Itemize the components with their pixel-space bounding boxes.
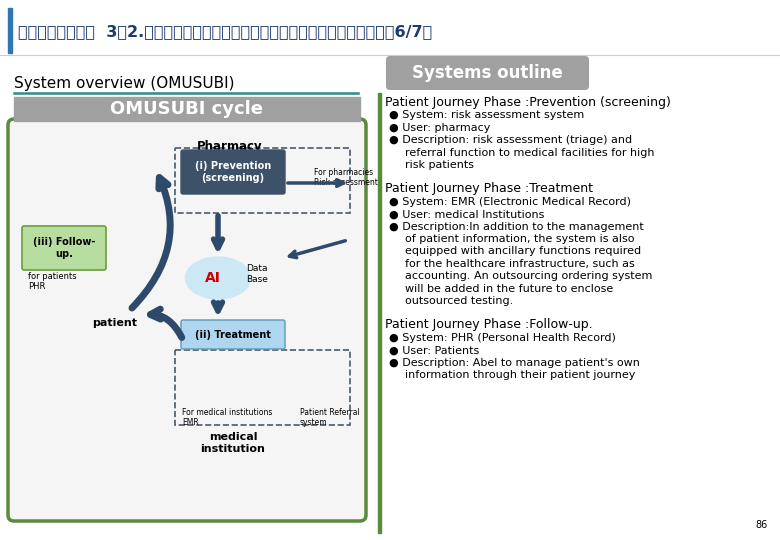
Text: ● Description: Abel to manage patient's own: ● Description: Abel to manage patient's … xyxy=(389,357,640,368)
Text: equipped with ancillary functions required: equipped with ancillary functions requir… xyxy=(405,246,641,256)
Text: medical
institution: medical institution xyxy=(200,432,265,454)
FancyBboxPatch shape xyxy=(22,226,106,270)
FancyBboxPatch shape xyxy=(181,150,285,194)
Text: referral function to medical facilities for high: referral function to medical facilities … xyxy=(405,147,654,158)
Text: For pharmacies
Risk assessment: For pharmacies Risk assessment xyxy=(314,168,378,187)
Bar xyxy=(378,93,381,533)
Text: ● System: EMR (Electronic Medical Record): ● System: EMR (Electronic Medical Record… xyxy=(389,197,631,207)
Text: Data
Base: Data Base xyxy=(246,264,268,284)
Text: accounting. An outsourcing ordering system: accounting. An outsourcing ordering syst… xyxy=(405,271,652,281)
Text: AI: AI xyxy=(205,271,221,285)
Text: (i) Prevention
(screening): (i) Prevention (screening) xyxy=(195,161,271,183)
Ellipse shape xyxy=(186,257,250,299)
Text: 【実証調査活動】  3－2.保健家族福祉省に対するプレゼンテーション　調査結果（6/7）: 【実証調査活動】 3－2.保健家族福祉省に対するプレゼンテーション 調査結果（6… xyxy=(18,24,432,39)
Text: For medical institutions
EMR: For medical institutions EMR xyxy=(182,408,272,427)
Text: Patient Journey Phase :Follow-up.: Patient Journey Phase :Follow-up. xyxy=(385,319,593,332)
Text: ● System: risk assessment system: ● System: risk assessment system xyxy=(389,110,584,120)
Text: Pharmacy: Pharmacy xyxy=(197,140,263,153)
FancyBboxPatch shape xyxy=(386,56,589,90)
Text: (ii) Treatment: (ii) Treatment xyxy=(195,329,271,340)
Text: patient: patient xyxy=(93,318,137,328)
Text: of patient information, the system is also: of patient information, the system is al… xyxy=(405,234,634,244)
Text: Patient Journey Phase :Treatment: Patient Journey Phase :Treatment xyxy=(385,183,593,195)
FancyBboxPatch shape xyxy=(8,119,366,521)
Text: 86: 86 xyxy=(756,520,768,530)
Text: ● Description:In addition to the management: ● Description:In addition to the managem… xyxy=(389,221,644,232)
Bar xyxy=(175,148,350,213)
Text: (iii) Follow-
up.: (iii) Follow- up. xyxy=(33,237,95,259)
Text: information through their patient journey: information through their patient journe… xyxy=(405,370,636,380)
Text: Systems outline: Systems outline xyxy=(412,64,563,82)
Bar xyxy=(175,350,350,425)
FancyBboxPatch shape xyxy=(181,320,285,349)
Text: Patient Referral
system: Patient Referral system xyxy=(300,408,360,427)
Text: ● Description: risk assessment (triage) and: ● Description: risk assessment (triage) … xyxy=(389,135,632,145)
Bar xyxy=(14,97,360,121)
Bar xyxy=(8,8,12,53)
Text: ● User: pharmacy: ● User: pharmacy xyxy=(389,123,491,133)
Text: will be added in the future to enclose: will be added in the future to enclose xyxy=(405,284,613,294)
Text: ● System: PHR (Personal Health Record): ● System: PHR (Personal Health Record) xyxy=(389,333,616,343)
Text: System overview (OMUSUBI): System overview (OMUSUBI) xyxy=(14,76,235,91)
Text: risk patients: risk patients xyxy=(405,160,474,170)
Text: for patients
PHR: for patients PHR xyxy=(28,272,76,292)
Text: Patient Journey Phase :Prevention (screening): Patient Journey Phase :Prevention (scree… xyxy=(385,96,671,109)
Text: outsourced testing.: outsourced testing. xyxy=(405,296,513,306)
Text: OMUSUBI cycle: OMUSUBI cycle xyxy=(111,100,264,118)
Text: for the healthcare infrastructure, such as: for the healthcare infrastructure, such … xyxy=(405,259,635,269)
Text: ● User: medical Institutions: ● User: medical Institutions xyxy=(389,209,544,219)
Text: ● User: Patients: ● User: Patients xyxy=(389,345,479,355)
